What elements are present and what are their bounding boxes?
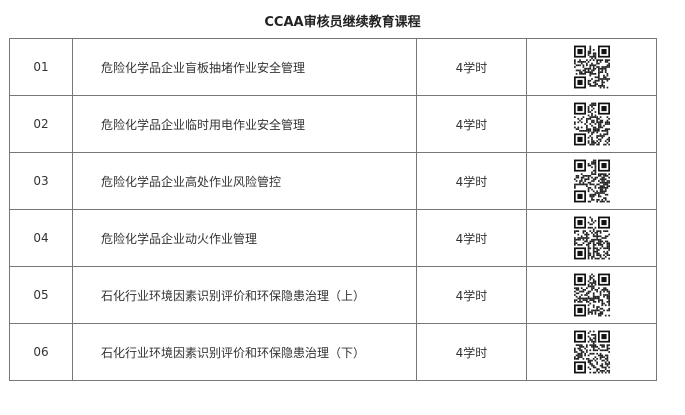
course-number: 06	[9, 323, 73, 381]
qr-code-icon[interactable]	[573, 159, 610, 203]
table-row: 02 危险化学品企业临时用电作业安全管理 4学时	[9, 95, 657, 153]
table-row: 06 石化行业环境因素识别评价和环保隐患治理（下） 4学时	[9, 323, 657, 381]
qr-code-icon[interactable]	[573, 330, 610, 374]
qr-code-icon[interactable]	[573, 216, 610, 260]
course-number: 04	[9, 209, 73, 267]
qr-code-icon[interactable]	[573, 45, 610, 89]
course-hours: 4学时	[416, 38, 527, 96]
table-row: 04 危险化学品企业动火作业管理 4学时	[9, 209, 657, 267]
course-table: 01 危险化学品企业盲板抽堵作业安全管理 4学时 02 危险化学品企业临时用电作业安全管…	[9, 38, 657, 381]
course-hours: 4学时	[416, 152, 527, 210]
course-name: 危险化学品企业动火作业管理	[72, 209, 417, 267]
page-title: CCAA审核员继续教育课程	[264, 15, 421, 30]
course-name: 石化行业环境因素识别评价和环保隐患治理（上）	[72, 266, 417, 324]
course-name: 危险化学品企业盲板抽堵作业安全管理	[72, 38, 417, 96]
course-number: 02	[9, 95, 73, 153]
course-number: 03	[9, 152, 73, 210]
course-hours: 4学时	[416, 209, 527, 267]
course-number: 05	[9, 266, 73, 324]
course-hours: 4学时	[416, 95, 527, 153]
course-name: 危险化学品企业高处作业风险管控	[72, 152, 417, 210]
course-name: 石化行业环境因素识别评价和环保隐患治理（下）	[72, 323, 417, 381]
course-hours: 4学时	[416, 323, 527, 381]
course-name: 危险化学品企业临时用电作业安全管理	[72, 95, 417, 153]
table-row: 05 石化行业环境因素识别评价和环保隐患治理（上） 4学时	[9, 266, 657, 324]
course-hours: 4学时	[416, 266, 527, 324]
course-number: 01	[9, 38, 73, 96]
qr-code-icon[interactable]	[573, 102, 610, 146]
table-row: 01 危险化学品企业盲板抽堵作业安全管理 4学时	[9, 38, 657, 96]
qr-code-icon[interactable]	[573, 273, 610, 317]
table-row: 03 危险化学品企业高处作业风险管控 4学时	[9, 152, 657, 210]
